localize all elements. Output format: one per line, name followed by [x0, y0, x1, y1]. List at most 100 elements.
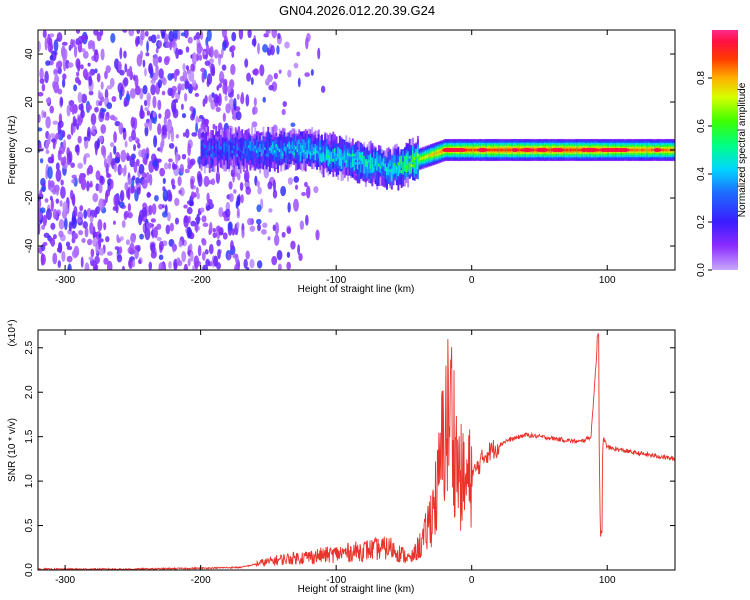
spectrogram-signal-cell	[275, 144, 278, 148]
spectrogram-noise-cell	[123, 77, 129, 87]
spectrogram-signal-cell	[291, 142, 294, 156]
spectrogram-noise-cell	[86, 167, 90, 176]
spectrogram-noise-cell	[89, 215, 94, 223]
spectrogram-signal-cell	[320, 153, 323, 156]
spectrogram-noise-cell	[39, 158, 44, 164]
spectrogram-noise-cell	[265, 78, 270, 86]
spectrogram-signal-cell	[278, 148, 281, 157]
spectrogram-noise-cell	[165, 224, 171, 235]
spectrogram-signal-cell	[350, 154, 353, 163]
spectrogram-noise-cell	[38, 127, 43, 132]
spectrogram-noise-cell	[267, 236, 271, 241]
spectrogram-signal-cell	[259, 144, 262, 148]
spectrogram-noise-cell	[104, 116, 109, 121]
colorbar-tick-label: 0.0	[696, 263, 707, 277]
spectrogram-noise-cell	[189, 243, 193, 253]
y-tick-label: 1.0	[24, 474, 35, 488]
spectrogram-noise-cell	[193, 107, 196, 117]
colorbar: 0.0 0.2 0.4 0.6 0.8 Normalized spectral ampl…	[696, 30, 748, 277]
spectrogram-noise-cell	[55, 198, 60, 204]
spectrogram-noise-cell	[294, 184, 299, 190]
spectrogram-signal-cell	[376, 158, 379, 171]
spectrogram-noise-cell	[277, 263, 282, 270]
spectrogram-noise-cell	[91, 130, 96, 135]
spectrogram-noise-cell	[42, 214, 47, 227]
spectrogram-noise-cell	[50, 222, 56, 230]
colorbar-tick-label: 0.8	[696, 71, 707, 85]
spectrogram-noise-cell	[156, 236, 162, 242]
spectrogram-noise-cell	[49, 132, 56, 139]
spectrogram-signal-cell	[415, 154, 418, 158]
spectrogram-noise-cell	[212, 228, 217, 233]
spectrogram-noise-cell	[94, 143, 98, 156]
spectrogram-noise-cell	[152, 111, 156, 118]
spectrogram-noise-cell	[273, 72, 278, 80]
spectrogram-noise-cell	[114, 246, 120, 251]
spectrogram-noise-cell	[105, 65, 111, 74]
spectrogram-signal-cell	[395, 165, 398, 173]
x-tick-label: -200	[191, 575, 211, 586]
spectrogram-signal-cell	[364, 149, 367, 167]
x-tick-label: 100	[599, 575, 616, 586]
spectrogram-noise-cell	[57, 260, 62, 268]
colorbar-gradient	[712, 30, 738, 270]
spectrogram-noise-cell	[145, 52, 150, 57]
spectrogram-signal-cell	[278, 136, 281, 154]
spectrogram-noise-cell	[38, 222, 41, 235]
spectrogram-noise-cell	[227, 85, 232, 94]
spectrogram-signal-cell	[573, 148, 575, 152]
spectrogram-noise-cell	[158, 203, 164, 210]
spectrogram-signal-cell	[210, 153, 213, 157]
spectrogram-noise-cell	[173, 69, 178, 82]
spectrogram-noise-cell	[38, 91, 44, 97]
spectrogram-signal-cell	[267, 153, 270, 157]
spectrogram-noise-cell	[224, 208, 231, 218]
spectrogram-signal-cell	[277, 147, 279, 151]
spectrogram-noise-cell	[52, 120, 59, 125]
spectrogram-noise-cell	[133, 144, 137, 152]
spectrogram-signal-cell	[226, 148, 229, 162]
spectrogram-noise-cell	[57, 121, 62, 135]
spectrogram-noise-cell	[194, 92, 200, 98]
spectrogram-noise-cell	[100, 124, 107, 134]
spectrogram-noise-cell	[282, 101, 288, 107]
spectrogram-noise-cell	[71, 106, 75, 115]
spectrogram-noise-cell	[59, 200, 63, 207]
spectrogram-noise-cell	[58, 230, 64, 238]
spectrogram-noise-cell	[109, 77, 115, 88]
spectrogram-noise-cell	[144, 106, 149, 112]
spectrogram-signal-cell	[200, 151, 203, 160]
spectrogram-signal-cell	[496, 148, 499, 152]
spectrogram-noise-cell	[132, 259, 136, 268]
x-tick-label: -300	[55, 275, 75, 286]
spectrogram-noise-cell	[240, 194, 244, 204]
spectrogram-noise-cell	[84, 262, 90, 270]
spectrogram-noise-cell	[271, 30, 278, 39]
spectrogram-signal-cell	[639, 148, 642, 152]
spectrogram-noise-cell	[126, 155, 132, 161]
spectrogram-noise-cell	[118, 201, 125, 209]
spectrogram-noise-cell	[129, 70, 134, 81]
spectrogram-signal-cell	[361, 156, 364, 165]
spectrogram-noise-cell	[232, 253, 238, 259]
spectrogram-signal-cell	[420, 157, 423, 161]
spectrogram-noise-cell	[189, 158, 196, 166]
spectrogram-noise-cell	[88, 75, 93, 87]
spectrogram-xlabel: Height of straight line (km)	[298, 284, 415, 295]
spectrogram-noise-cell	[95, 170, 101, 181]
spectrogram-noise-cell	[49, 55, 54, 61]
spectrogram-signal-cell	[239, 150, 242, 159]
spectrogram-noise-cell	[79, 205, 84, 212]
spectrogram-signal-cell	[643, 148, 645, 152]
spectrogram-noise-cell	[181, 113, 187, 119]
spectrogram-noise-cell	[150, 218, 156, 223]
spectrogram-signal-cell	[377, 157, 380, 165]
spectrogram-noise-cell	[45, 208, 52, 221]
spectrogram-signal-cell	[316, 150, 319, 154]
spectrogram-noise-cell	[153, 226, 158, 239]
spectrogram-signal-cell	[348, 153, 351, 157]
spectrogram-noise-cell	[45, 116, 51, 129]
spectrogram-noise-cell	[82, 221, 88, 229]
spectrogram-noise-cell	[181, 153, 187, 160]
